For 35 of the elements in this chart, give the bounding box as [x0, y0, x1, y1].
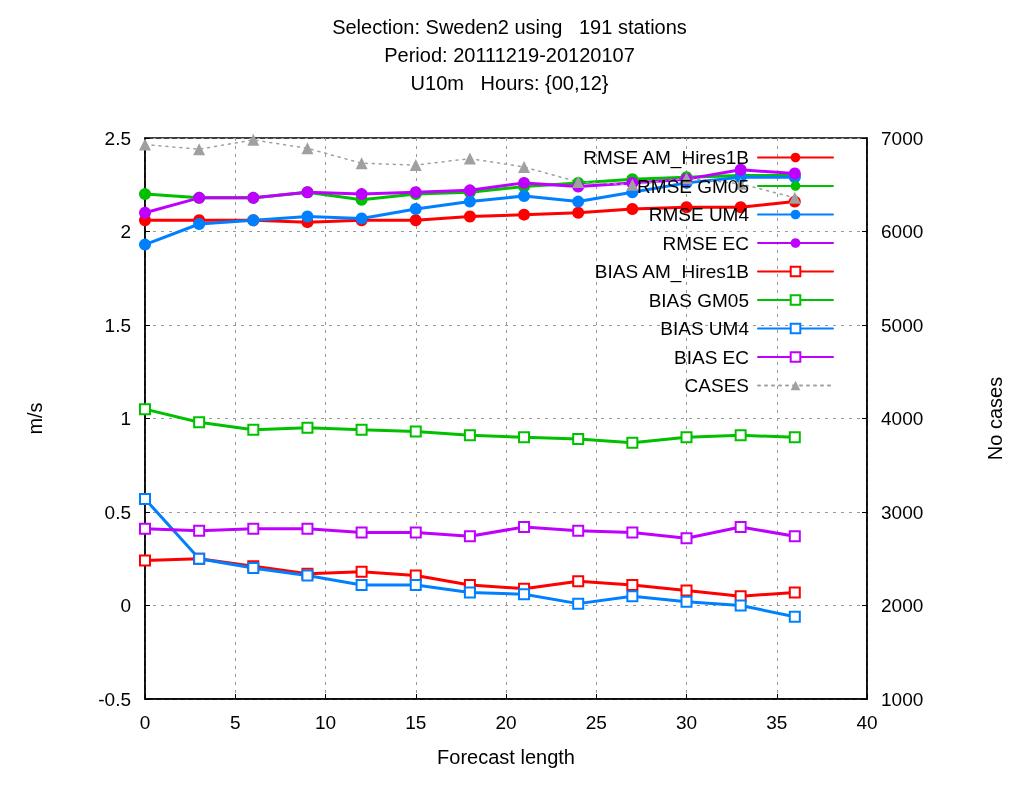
y2-tick-label: 5000 [881, 314, 924, 336]
x-tick-label: 10 [314, 712, 337, 733]
y2-axis-title: No cases [984, 376, 1006, 461]
legend-label: CASES [684, 375, 749, 396]
y2-tick-label: 3000 [881, 501, 924, 523]
x-tick-label: 30 [675, 712, 698, 733]
legend-label: RMSE UM4 [648, 204, 750, 225]
chart-title: Selection: Sweden2 using 191 stations Period: 20111219-20120107 U10m Hours: {00,12} [332, 16, 687, 94]
legend-label: BIAS EC [674, 346, 749, 368]
y-axis-title: m/s [24, 402, 46, 435]
x-tick-label: 20 [495, 712, 517, 733]
y-tick-label: 2.5 [104, 127, 131, 149]
x-tick-label: 0 [139, 712, 151, 733]
y2-tick-label: 4000 [881, 408, 924, 429]
legend-label: RMSE AM_Hires1B [583, 147, 749, 169]
x-axis-title: Forecast length [437, 746, 575, 768]
y-tick-label: 0.5 [104, 501, 131, 523]
legend-label: BIAS UM4 [660, 318, 750, 339]
y-tick-label: -0.5 [98, 688, 131, 710]
y-tick-label: 1.5 [104, 314, 131, 336]
x-tick-label: 35 [766, 712, 788, 733]
x-tick-label: 40 [856, 712, 878, 733]
y2-tick-label: 7000 [881, 127, 924, 149]
x-tick-label: 15 [405, 712, 427, 733]
y-tick-label: 1 [120, 408, 131, 429]
x-tick-label: 5 [229, 712, 241, 733]
legend-label: RMSE EC [662, 232, 749, 254]
y2-tick-label: 6000 [881, 221, 924, 242]
legend-label: BIAS GM05 [648, 289, 749, 311]
y-tick-label: 2 [120, 221, 131, 242]
legend-label: BIAS AM_Hires1B [594, 261, 749, 283]
y-tick-label: 0 [120, 595, 131, 616]
x-tick-label: 25 [585, 712, 607, 733]
y2-tick-label: 2000 [881, 595, 924, 616]
y2-tick-label: 1000 [881, 688, 924, 710]
